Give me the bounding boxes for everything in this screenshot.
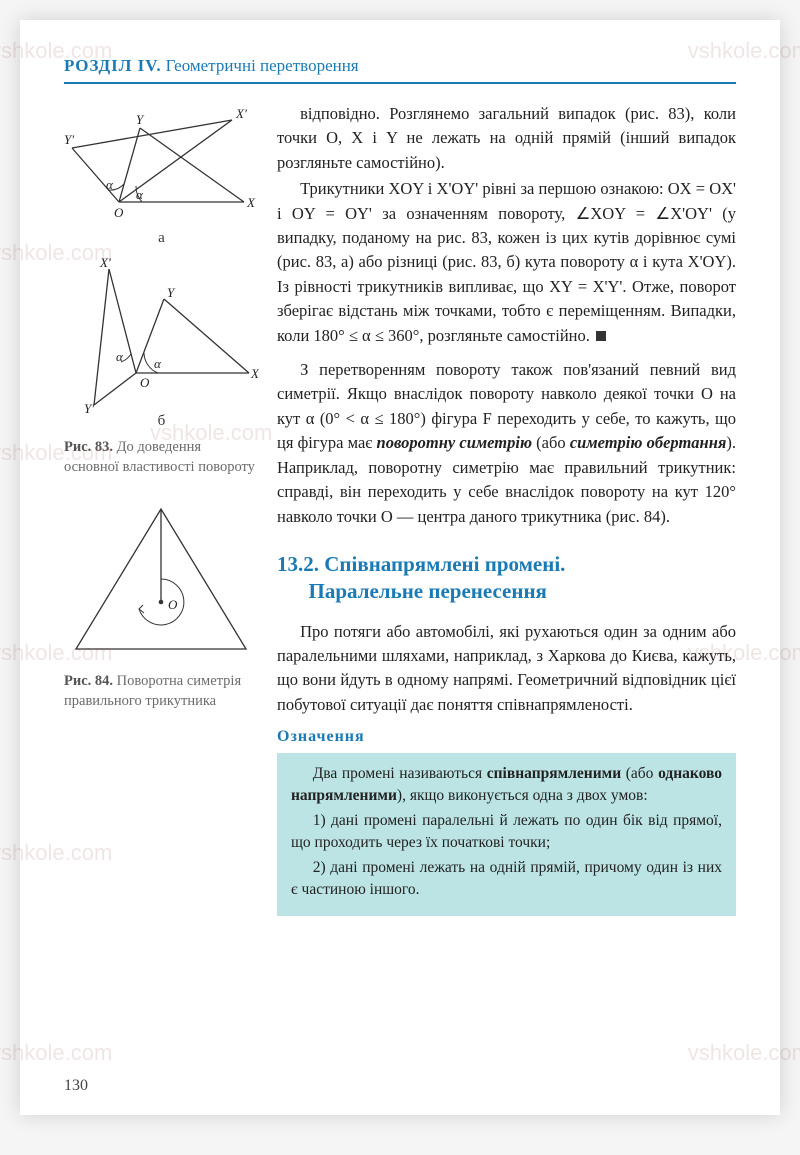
- svg-text:α: α: [116, 349, 124, 364]
- page-number: 130: [64, 1077, 88, 1095]
- text-column: відповідно. Розглянемо загальний випадок…: [277, 102, 736, 916]
- svg-text:Y: Y: [167, 285, 176, 300]
- svg-text:α: α: [106, 177, 114, 192]
- section-label: РОЗДІЛ IV.: [64, 56, 162, 75]
- svg-text:O: O: [140, 375, 150, 390]
- svg-text:X': X': [99, 255, 111, 270]
- textbook-page: РОЗДІЛ IV. Геометричні перетворення: [20, 20, 780, 1115]
- content-columns: O X X' Y Y' α α а: [64, 102, 736, 916]
- watermark: vshkole.com: [688, 1040, 800, 1066]
- svg-text:O: O: [168, 597, 178, 612]
- figure-83a-label: а: [64, 230, 259, 247]
- paragraph: відповідно. Розглянемо загальний випадок…: [277, 102, 736, 175]
- paragraph: Про потяги або автомобілі, які рухаються…: [277, 620, 736, 718]
- qed-icon: [596, 331, 606, 341]
- page-header: РОЗДІЛ IV. Геометричні перетворення: [64, 56, 736, 84]
- figure-83b: O X X' Y Y' α α б: [64, 255, 259, 430]
- svg-text:α: α: [136, 187, 144, 202]
- paragraph: З перетворенням повороту також пов'язани…: [277, 358, 736, 529]
- svg-text:Y': Y': [84, 401, 94, 415]
- svg-text:X': X': [235, 106, 247, 121]
- figure-83-caption: Рис. 83. До доведення основної властивос…: [64, 438, 259, 477]
- section-title: Геометричні перетворення: [166, 56, 359, 75]
- watermark: vshkole.com: [0, 1040, 112, 1066]
- svg-text:Y: Y: [136, 112, 145, 127]
- svg-text:O: O: [114, 205, 124, 220]
- svg-text:Y': Y': [64, 132, 74, 147]
- svg-text:α: α: [154, 356, 162, 371]
- definition-box: Два промені називаються співнапрямленими…: [277, 753, 736, 916]
- svg-text:X: X: [250, 366, 259, 381]
- figure-84: O: [64, 499, 259, 664]
- figure-83a: O X X' Y Y' α α а: [64, 102, 259, 247]
- subsection-heading: 13.2. Співнапрямлені промені. Паралельне…: [277, 551, 736, 606]
- figures-column: O X X' Y Y' α α а: [64, 102, 259, 916]
- figure-83b-label: б: [64, 413, 259, 430]
- svg-text:X: X: [246, 195, 256, 210]
- paragraph: Трикутники XOY і X'OY' рівні за першою о…: [277, 177, 736, 348]
- figure-84-caption: Рис. 84. Поворотна симетрія правильного …: [64, 672, 259, 711]
- definition-label: Означення: [277, 725, 736, 749]
